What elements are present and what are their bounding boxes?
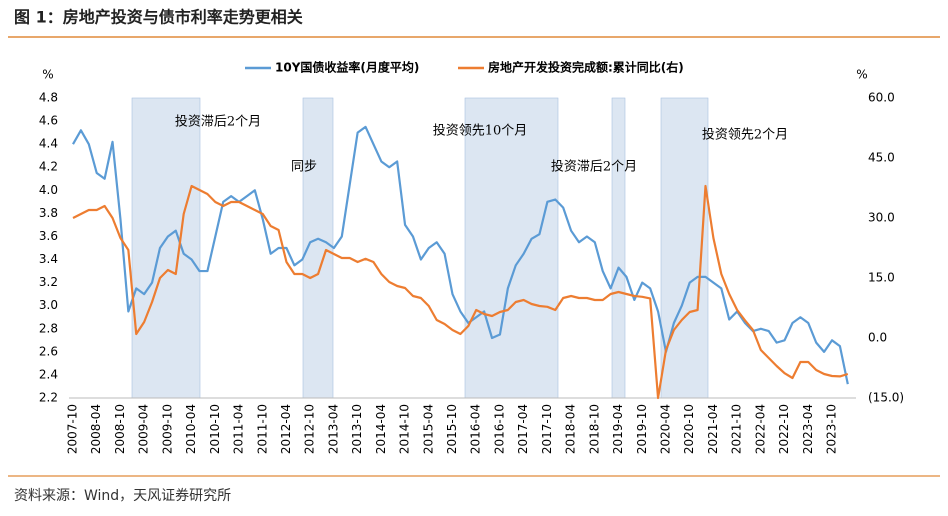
x-tick-label: 2022-10 [777,404,791,454]
x-tick-label: 2011-10 [255,404,269,454]
y-tick-label: 4.0 [39,183,58,197]
y2-tick-label: (15.0) [868,391,904,405]
x-tick-label: 2009-04 [137,404,151,454]
y2-tick-label: 0.0 [868,331,887,345]
y2-tick-label: 15.0 [868,271,895,285]
y-tick-label: 4.8 [39,91,58,105]
y2-tick-label: 45.0 [868,151,895,165]
x-tick-label: 2021-10 [730,404,744,454]
y2-tick-label: 30.0 [868,211,895,225]
x-tick-label: 2018-04 [564,404,578,454]
y-tick-label: 2.8 [39,321,58,335]
y-tick-label: 4.2 [39,160,58,174]
y-tick-label: 3.0 [39,298,58,312]
annotation: 投资领先10个月 [433,123,528,139]
x-tick-label: 2023-04 [801,404,815,454]
y-tick-label: 2.4 [39,367,58,381]
source: 资料来源：Wind，天风证券研究所 [14,488,231,504]
series-line [72,184,849,400]
shaded-periods [131,97,709,399]
annotation: 投资滞后2个月 [551,159,637,175]
x-tick-label: 2016-10 [492,404,506,454]
x-tick-label: 2007-10 [66,404,80,454]
x-tick-label: 2020-10 [682,404,696,454]
y-tick-label: 2.2 [39,391,58,405]
annotation: 投资滞后2个月 [175,114,261,130]
x-tick-label: 2015-04 [421,404,435,454]
annotation: 同步 [291,160,317,175]
y-tick-label: 4.4 [39,137,58,151]
y-tick-label: 3.6 [39,229,58,243]
x-tick-label: 2010-04 [184,404,198,454]
x-tick-label: 2015-10 [445,404,459,454]
x-tick-label: 2011-04 [232,404,246,454]
x-tick-label: 2009-10 [160,404,174,454]
x-tick-label: 2013-10 [350,404,364,454]
x-tick-label: 2021-04 [706,404,720,454]
chart-title: 图 1：房地产投资与债市利率走势更相关 [14,8,303,27]
x-tick-label: 2019-10 [635,404,649,454]
y-axis-unit: % [42,68,53,82]
series-line [72,125,849,385]
x-tick-label: 2010-10 [208,404,222,454]
x-tick-label: 2008-04 [89,404,103,454]
x-tick-label: 2013-04 [326,404,340,454]
x-tick-label: 2012-04 [279,404,293,454]
y-tick-label: 2.6 [39,344,58,358]
shade [464,97,559,399]
legend-label: 房地产开发投资完成额:累计同比(右) [488,60,684,75]
annotation: 投资领先2个月 [702,127,788,143]
shade [611,97,626,399]
x-tick-label: 2023-10 [825,404,839,454]
shade [660,97,709,399]
x-tick-label: 2016-04 [469,404,483,454]
x-tick-label: 2014-10 [398,404,412,454]
y-tick-label: 3.8 [39,206,58,220]
y2-tick-label: 60.0 [868,91,895,105]
x-tick-label: 2018-10 [587,404,601,454]
y-tick-label: 3.2 [39,275,58,289]
y-tick-label: 4.6 [39,114,58,128]
x-tick-label: 2008-10 [113,404,127,454]
legend-label: 10Y国债收益率(月度平均) [275,60,419,75]
x-tick-label: 2022-04 [753,404,767,454]
x-tick-label: 2014-04 [374,404,388,454]
x-tick-label: 2020-04 [658,404,672,454]
x-tick-label: 2017-04 [516,404,530,454]
x-tick-label: 2012-10 [303,404,317,454]
x-tick-label: 2017-10 [540,404,554,454]
y-tick-label: 3.4 [39,252,58,266]
y2-axis-unit: % [856,68,867,82]
shade [131,97,201,399]
x-tick-label: 2019-04 [611,404,625,454]
